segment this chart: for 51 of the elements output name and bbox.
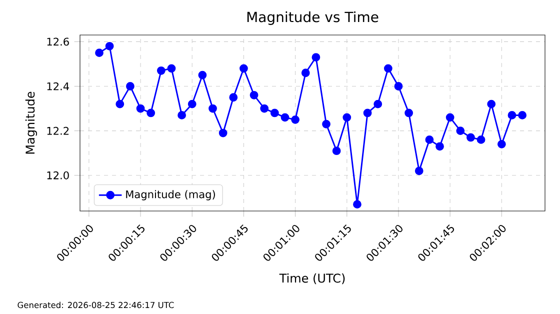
point xyxy=(156,66,166,75)
point xyxy=(105,42,114,50)
y-tick-label: 12.4 xyxy=(47,82,69,90)
point xyxy=(374,100,382,108)
point xyxy=(404,108,414,118)
point xyxy=(301,68,310,78)
x-axis-title: Time (UTC) xyxy=(279,273,345,284)
point xyxy=(446,113,454,122)
point xyxy=(146,108,156,118)
y-axis-title: Magnitude xyxy=(25,92,37,154)
point xyxy=(178,111,186,120)
point xyxy=(291,115,300,124)
point xyxy=(312,53,320,62)
point xyxy=(229,93,238,102)
point xyxy=(342,113,352,122)
point xyxy=(136,104,145,113)
point xyxy=(425,136,434,144)
point xyxy=(487,100,496,108)
y-tick-label: 12.6 xyxy=(47,38,69,46)
point xyxy=(508,111,516,120)
point xyxy=(240,64,248,73)
y-tick-label: 12.2 xyxy=(47,126,69,135)
legend-label: Magnitude (mag) xyxy=(126,190,215,200)
point xyxy=(188,100,196,108)
point xyxy=(414,166,424,176)
point xyxy=(332,146,341,156)
point xyxy=(353,200,362,209)
text: Generated: 2026-08-25 22:46:17 UTC xyxy=(18,302,174,308)
point xyxy=(116,100,124,108)
point xyxy=(497,140,506,148)
point xyxy=(476,136,486,144)
y-tick-label: 12.0 xyxy=(47,171,69,180)
point xyxy=(270,108,279,118)
point xyxy=(126,82,134,90)
point xyxy=(456,126,465,135)
point xyxy=(436,142,444,151)
point xyxy=(208,104,217,113)
point xyxy=(394,82,403,90)
point xyxy=(198,70,207,80)
point xyxy=(384,64,392,73)
point xyxy=(518,111,527,120)
point xyxy=(260,104,269,113)
point xyxy=(167,64,176,73)
point xyxy=(95,48,104,58)
chart-title: Magnitude vs Time xyxy=(247,11,378,25)
point xyxy=(363,108,372,118)
point xyxy=(218,128,228,138)
point xyxy=(250,90,258,100)
point xyxy=(322,120,330,128)
point xyxy=(280,113,290,122)
point xyxy=(466,133,475,142)
